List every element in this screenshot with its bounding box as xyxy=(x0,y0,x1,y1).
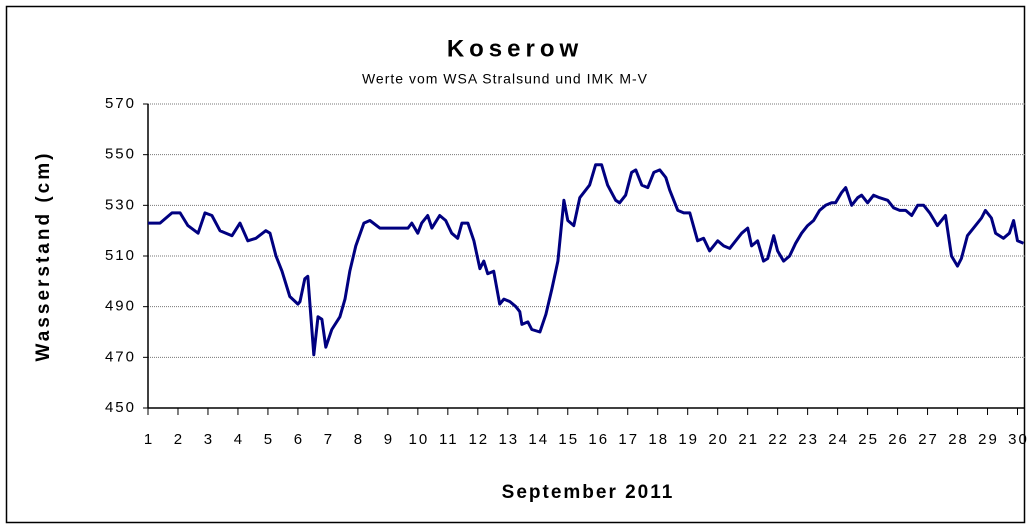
y-tick-label: 570 xyxy=(105,95,136,112)
x-tick-label: 9 xyxy=(384,431,394,448)
x-axis-label: September 2011 xyxy=(502,482,675,503)
x-tick-label: 19 xyxy=(678,431,699,448)
x-tick-label: 4 xyxy=(234,431,244,448)
x-tick-label: 21 xyxy=(738,431,759,448)
y-tick-label: 470 xyxy=(105,348,136,365)
x-tick-label: 5 xyxy=(264,431,274,448)
x-tick-label: 30 xyxy=(1008,431,1029,448)
y-tick-label: 510 xyxy=(105,247,136,264)
x-tick-label: 2 xyxy=(174,431,184,448)
x-tick-label: 18 xyxy=(648,431,669,448)
data-line xyxy=(148,163,1025,357)
x-tick-label: 23 xyxy=(798,431,819,448)
x-tick-label: 22 xyxy=(768,431,789,448)
chart-border xyxy=(5,5,1026,524)
x-tick-label: 11 xyxy=(439,431,459,448)
y-tick-label: 450 xyxy=(105,399,136,416)
x-tick-label: 27 xyxy=(918,431,939,448)
x-tick-label: 1 xyxy=(144,431,154,448)
y-axis-label: Wasserstand (cm) xyxy=(33,151,54,362)
x-tick-label: 20 xyxy=(708,431,729,448)
x-tick-label: 7 xyxy=(324,431,334,448)
x-tick-label: 15 xyxy=(558,431,579,448)
x-tick-label: 29 xyxy=(978,431,999,448)
x-tick-label: 17 xyxy=(618,431,639,448)
x-tick-label: 13 xyxy=(498,431,519,448)
x-tick-label: 6 xyxy=(294,431,304,448)
x-tick-label: 12 xyxy=(468,431,489,448)
x-tick-label: 25 xyxy=(858,431,879,448)
y-tick-label: 490 xyxy=(105,298,136,315)
x-tick-label: 8 xyxy=(354,431,364,448)
x-tick-label: 26 xyxy=(888,431,909,448)
chart-title: Koserow xyxy=(447,35,583,62)
y-tick-label: 530 xyxy=(105,196,136,213)
x-tick-label: 14 xyxy=(528,431,549,448)
chart-subtitle: Werte vom WSA Stralsund und IMK M-V xyxy=(362,71,648,87)
x-tick-label: 24 xyxy=(828,431,849,448)
x-tick-label: 16 xyxy=(588,431,609,448)
x-tick-label: 10 xyxy=(409,431,430,448)
y-tick-label: 550 xyxy=(105,146,136,163)
x-tick-label: 3 xyxy=(204,431,214,448)
x-tick-label: 28 xyxy=(948,431,969,448)
